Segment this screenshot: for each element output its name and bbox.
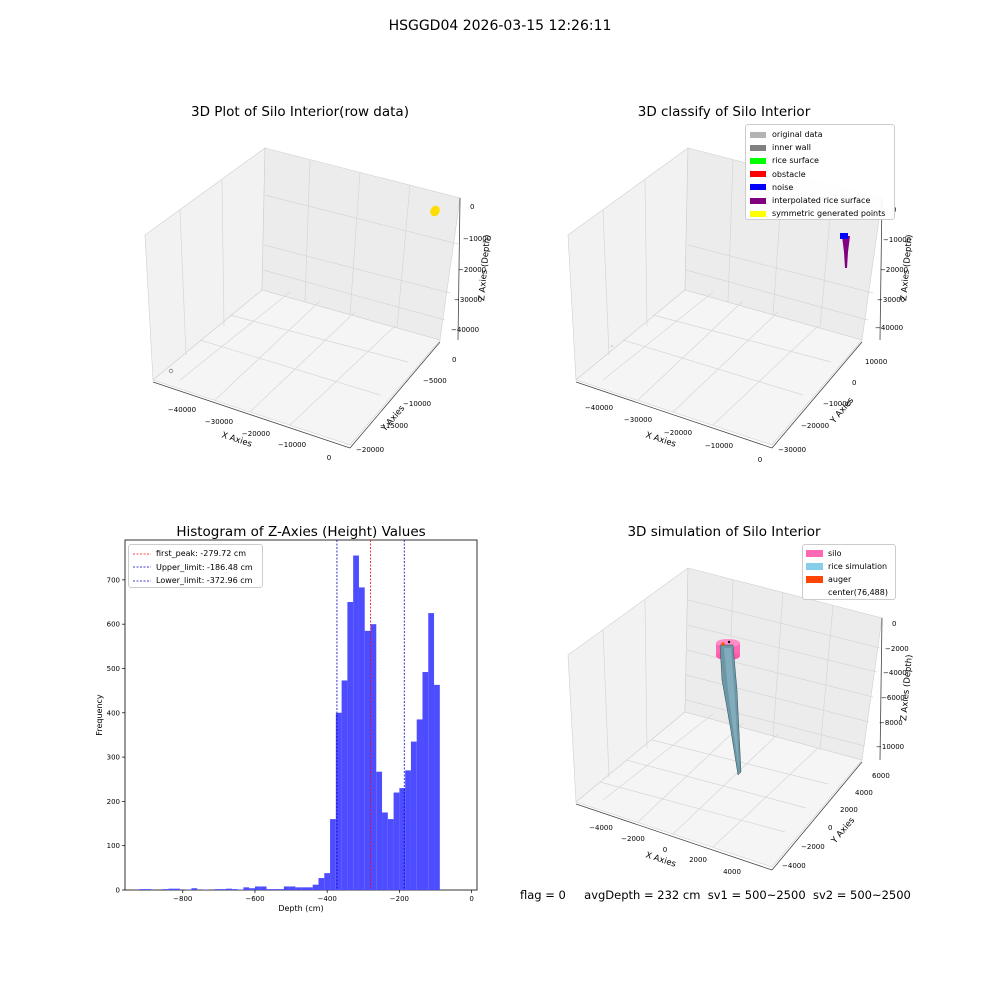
panel1-ytick: −15000	[380, 422, 408, 430]
panel1-x-ticks: −40000 −30000 −20000 −10000 0	[168, 406, 331, 462]
panel4-legend-item: auger	[806, 573, 888, 586]
panel2-title: 3D classify of Silo Interior	[637, 104, 811, 120]
panel1-y-ticks: 0 −5000 −10000 −15000 −20000	[356, 356, 456, 454]
panel1-ztick: −20000	[458, 266, 486, 274]
panel1-ztick: −10000	[463, 235, 491, 243]
status-footer: flag = 0 avgDepth = 232 cm sv1 = 500~250…	[520, 888, 911, 902]
panel3-legend-item: Upper_limit: -186.48 cm	[133, 561, 253, 575]
legend-swatch	[750, 184, 766, 191]
panel2-legend-item: original data	[750, 128, 885, 141]
panel1-ytick: 0	[452, 356, 456, 364]
panel1-xtick: −20000	[242, 430, 270, 438]
legend-swatch	[750, 144, 766, 151]
panel2-legend-item: obstacle	[750, 168, 885, 181]
panel3-legend-item: first_peak: -279.72 cm	[133, 547, 253, 561]
legend-swatch	[806, 550, 823, 557]
panel1-xtick: 0	[327, 454, 331, 462]
legend-line-swatch	[133, 553, 151, 554]
panel2-legend: original data inner wall rice surface ob…	[745, 124, 895, 220]
panel1-xtick: −30000	[205, 418, 233, 426]
panel1-ytick: −10000	[403, 400, 431, 408]
panel4-legend-item: silo	[806, 547, 888, 560]
legend-swatch	[750, 171, 766, 178]
panel4-legend-item: rice simulation	[806, 560, 888, 573]
panel1-xtick: −40000	[168, 406, 196, 414]
legend-line-swatch	[133, 566, 151, 568]
panel2-legend-item: noise	[750, 181, 885, 194]
figure-title: HSGGD04 2026-03-15 12:26:11	[388, 18, 612, 34]
panel2-legend-item: symmetric generated points	[750, 207, 885, 220]
panel1-zlabel: Z Axies (Depth)	[477, 234, 493, 301]
legend-swatch	[750, 210, 766, 217]
panel1-ztick: 0	[470, 203, 474, 211]
panel3-legend: first_peak: -279.72 cm Upper_limit: -186…	[128, 544, 263, 588]
panel3-title: Histogram of Z-Axies (Height) Values	[176, 524, 426, 540]
panel2-legend-item: rice surface	[750, 154, 885, 167]
panel1-data-cluster	[430, 205, 440, 217]
panel2-legend-item: interpolated rice surface	[750, 194, 885, 207]
panel4-title: 3D simulation of Silo Interior	[627, 524, 821, 540]
panel1-ztick: −30000	[454, 296, 482, 304]
panel1-grid	[179, 159, 459, 426]
legend-swatch	[750, 157, 766, 164]
legend-swatch	[806, 563, 823, 570]
sv2-text: sv2 = 500~2500	[812, 888, 911, 902]
panel1-ztick: −40000	[451, 326, 479, 334]
avg-depth-text: avgDepth = 232 cm	[584, 888, 701, 902]
panel1-ytick: −5000	[423, 377, 447, 385]
legend-line-swatch	[133, 580, 151, 581]
panel4-legend-item: center(76,488)	[806, 586, 888, 599]
legend-swatch	[806, 576, 823, 583]
flag-text: flag = 0	[520, 888, 566, 902]
panel1-outlier-point	[168, 368, 174, 374]
panel1-ytick: −20000	[356, 446, 384, 454]
panel1-xtick: −10000	[278, 441, 306, 449]
panel1-title: 3D Plot of Silo Interior(row data)	[191, 104, 409, 120]
panel2-legend-item: inner wall	[750, 141, 885, 154]
legend-swatch	[806, 589, 823, 596]
panel4-legend: silo rice simulation auger center(76,488…	[802, 544, 896, 600]
legend-swatch	[750, 197, 766, 204]
sv1-text: sv1 = 500~2500	[707, 888, 806, 902]
panel1-z-ticks: 0 −10000 −20000 −30000 −40000	[451, 203, 491, 334]
legend-swatch	[750, 131, 766, 138]
panel3-legend-item: Lower_limit: -372.96 cm	[133, 574, 253, 588]
